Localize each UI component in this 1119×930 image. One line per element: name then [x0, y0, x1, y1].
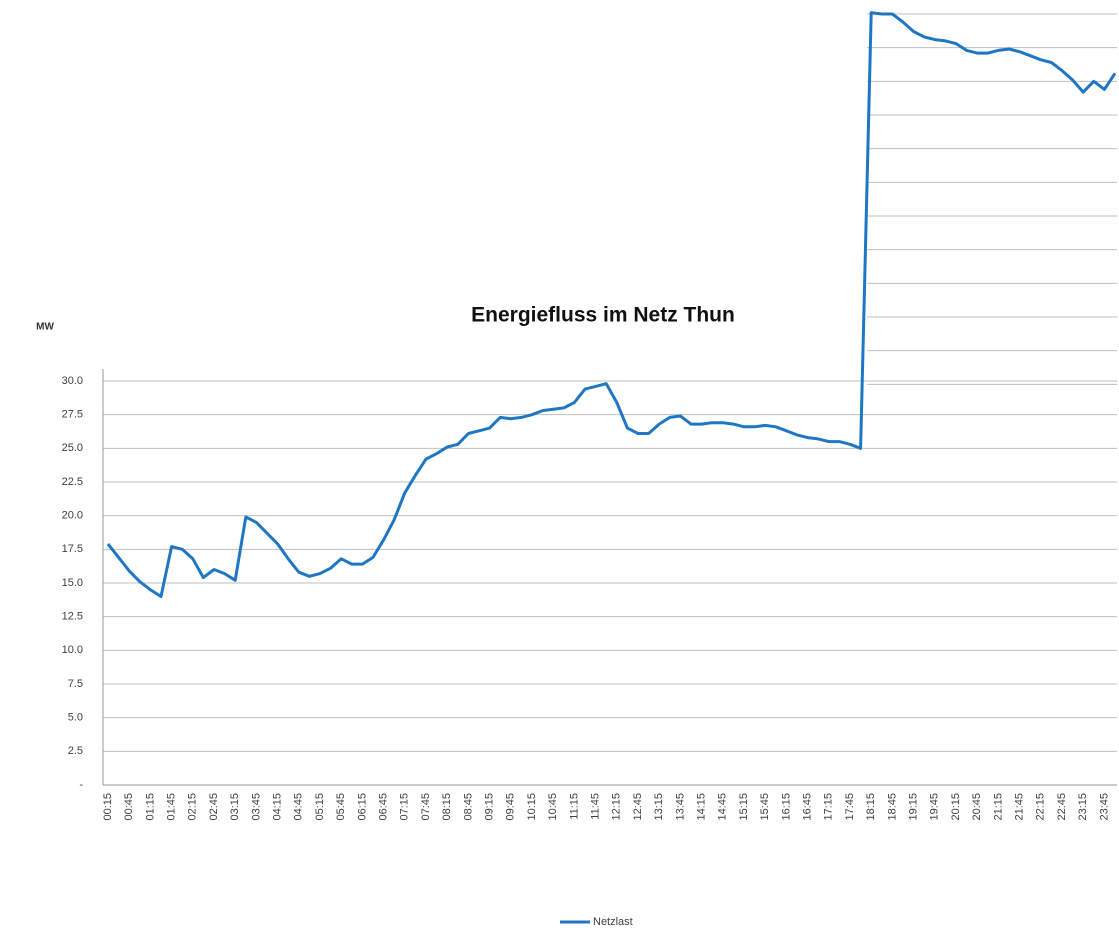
x-tick-label: 05:15: [314, 793, 326, 821]
x-tick-label: 00:45: [123, 793, 135, 821]
x-tick-label: 00:15: [102, 793, 114, 821]
x-tick-label: 16:15: [780, 793, 792, 821]
y-axis-label: MW: [36, 322, 54, 333]
x-tick-label: 19:45: [929, 793, 941, 821]
y-tick-label: 10.0: [62, 644, 83, 656]
y-tick-label: 30.0: [62, 375, 83, 387]
x-tick-label: 15:15: [738, 793, 750, 821]
x-tick-label: 16:45: [802, 793, 814, 821]
x-tick-label: 06:45: [378, 793, 390, 821]
x-tick-label: 02:45: [208, 793, 220, 821]
x-tick-label: 14:45: [717, 793, 729, 821]
x-tick-label: 07:45: [420, 793, 432, 821]
x-tick-label: 22:15: [1035, 793, 1047, 821]
y-tick-label: 5.0: [68, 712, 83, 724]
x-tick-label: 17:15: [823, 793, 835, 821]
y-tick-label: 12.5: [62, 611, 83, 623]
x-tick-label: 07:15: [399, 793, 411, 821]
x-tick-label: 18:15: [865, 793, 877, 821]
x-tick-label: 20:15: [950, 793, 962, 821]
chart-title: Energiefluss im Netz Thun: [471, 304, 735, 327]
x-tick-label: 21:15: [992, 793, 1004, 821]
x-tick-label: 06:15: [356, 793, 368, 821]
y-tick-label: 27.5: [62, 409, 83, 421]
x-tick-label: 10:45: [547, 793, 559, 821]
x-tick-label: 08:15: [441, 793, 453, 821]
x-tick-label: 04:45: [293, 793, 305, 821]
x-tick-label: 19:15: [908, 793, 920, 821]
legend-label: Netzlast: [593, 916, 633, 928]
x-tick-label: 13:45: [674, 793, 686, 821]
y-tick-label: 22.5: [62, 476, 83, 488]
x-tick-label: 08:45: [462, 793, 474, 821]
y-tick-label: 25.0: [62, 442, 83, 454]
x-tick-label: 12:15: [611, 793, 623, 821]
x-tick-label: 04:15: [272, 793, 284, 821]
x-tick-label: 23:45: [1098, 793, 1110, 821]
y-tick-label: -: [79, 779, 83, 791]
x-tick-label: 12:45: [632, 793, 644, 821]
y-tick-label: 2.5: [68, 745, 83, 757]
x-tick-label: 10:15: [526, 793, 538, 821]
x-tick-label: 03:15: [229, 793, 241, 821]
x-tick-label: 09:15: [484, 793, 496, 821]
x-tick-label: 17:45: [844, 793, 856, 821]
y-tick-label: 15.0: [62, 577, 83, 589]
x-tick-label: 02:15: [187, 793, 199, 821]
x-tick-label: 20:45: [971, 793, 983, 821]
x-tick-label: 13:15: [653, 793, 665, 821]
x-tick-label: 11:45: [590, 793, 602, 820]
x-tick-label: 11:15: [568, 793, 580, 820]
x-tick-label: 15:45: [759, 793, 771, 821]
y-tick-label: 7.5: [68, 678, 83, 690]
data-line: [106, 11, 1117, 598]
x-tick-label: 22:45: [1056, 793, 1068, 821]
x-tick-label: 09:45: [505, 793, 517, 821]
x-tick-label: 21:45: [1014, 793, 1026, 821]
y-tick-label: 17.5: [62, 543, 83, 555]
x-tick-label: 01:15: [144, 793, 156, 821]
x-tick-label: 05:45: [335, 793, 347, 821]
x-tick-label: 03:45: [250, 793, 262, 821]
x-tick-label: 14:15: [696, 793, 708, 821]
x-tick-label: 23:15: [1077, 793, 1089, 821]
y-tick-label: 20.0: [62, 510, 83, 522]
x-tick-label: 18:45: [886, 793, 898, 821]
x-tick-label: 01:45: [166, 793, 178, 821]
